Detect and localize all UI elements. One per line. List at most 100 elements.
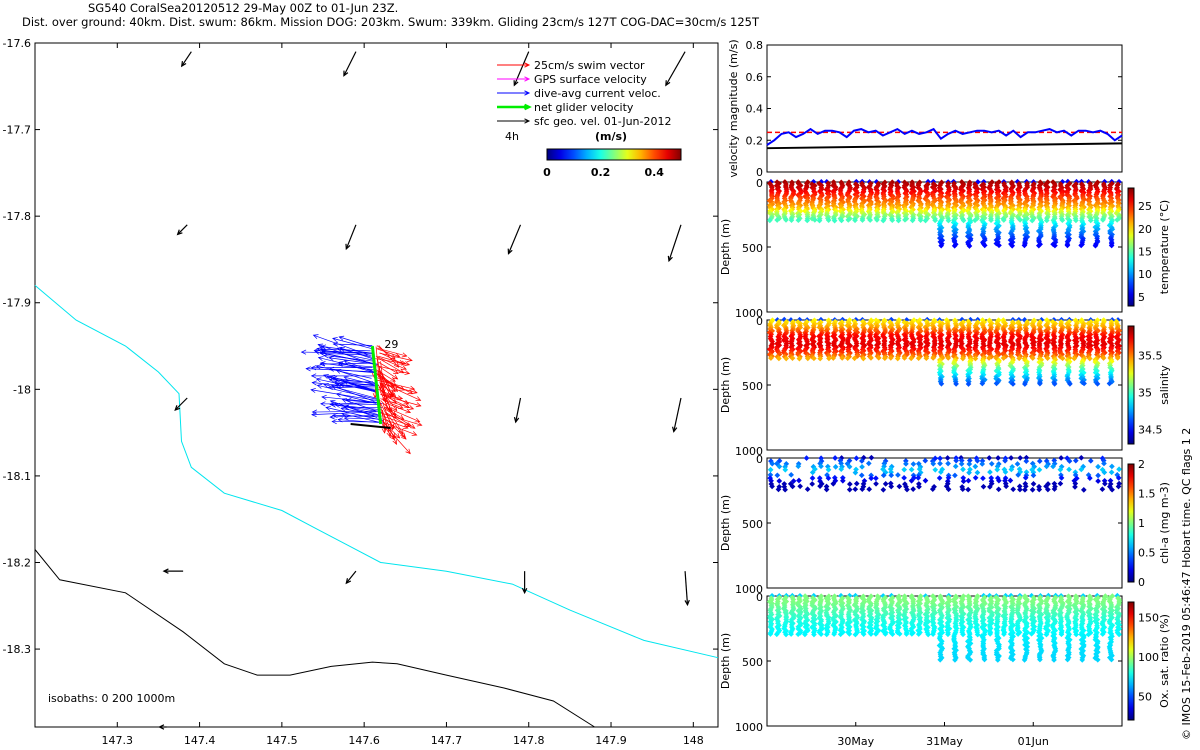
map-y-tick-label: -18 bbox=[13, 383, 31, 396]
dive-avg-current-arrow bbox=[312, 334, 371, 356]
dive-avg-current-arrow bbox=[338, 335, 373, 348]
temperature-colorbar-label: temperature (°C) bbox=[1158, 200, 1171, 294]
velocity-axes-box bbox=[766, 44, 1123, 173]
swim-vector-arrow bbox=[378, 362, 399, 375]
salinity-data-point bbox=[817, 355, 824, 362]
isobath-0m-line bbox=[34, 285, 719, 659]
temperature-data-point bbox=[845, 217, 852, 223]
legend-swatch bbox=[497, 118, 531, 124]
legend-swatch bbox=[497, 90, 531, 96]
isobath-label: isobaths: 0 200 1000m bbox=[48, 692, 175, 705]
chla-colorbar-tick-label: 1 bbox=[1138, 517, 1145, 530]
map-colorbar bbox=[546, 148, 682, 161]
map-x-tick-label: 147.7 bbox=[431, 734, 463, 747]
swim-vector-arrow bbox=[385, 426, 411, 455]
dive-avg-current-arrow bbox=[332, 337, 374, 350]
legend-label: 25cm/s swim vector bbox=[534, 59, 645, 72]
legend-swatch bbox=[497, 76, 531, 82]
dive-avg-current-arrow bbox=[343, 375, 377, 386]
temperature-data-point bbox=[766, 217, 773, 224]
depth-y-tick-label: 1000 bbox=[735, 307, 763, 320]
chla-colorbar bbox=[1127, 463, 1135, 583]
swim-vector-arrow bbox=[380, 398, 415, 410]
plot-title: SG540 CoralSea20120512 29-May 00Z to 01-… bbox=[88, 1, 399, 15]
dive-avg-current-arrow bbox=[341, 398, 384, 414]
time-x-tick-label: 30May bbox=[837, 735, 874, 748]
salinity-section-panel: 0 500 1000 Depth (m) 34.5 35 35.5 salinity bbox=[719, 315, 1171, 458]
map-y-tick-label: -17.9 bbox=[3, 297, 31, 310]
depth-y-tick-label: 1000 bbox=[735, 445, 763, 458]
temperature-data-point bbox=[917, 217, 924, 223]
dive-avg-current-arrow bbox=[331, 384, 375, 402]
dive-avg-current-arrow bbox=[325, 405, 384, 422]
swim-vector-arrow bbox=[382, 394, 422, 408]
temperature-data-point bbox=[831, 217, 838, 224]
dive-avg-current-arrow bbox=[335, 369, 377, 384]
geo-velocity-arrow bbox=[345, 570, 357, 585]
salinity-data-point bbox=[768, 355, 774, 361]
scale-label: 4h bbox=[505, 130, 519, 143]
depth-y-tick-label: 500 bbox=[742, 656, 763, 669]
geo-velocity-series bbox=[766, 142, 1123, 150]
legend-label: sfc geo. vel. 01-Jun-2012 bbox=[534, 115, 671, 128]
swim-vector-arrow bbox=[377, 379, 416, 391]
depth-y-tick-label: 500 bbox=[742, 380, 763, 393]
geo-velocity-arrow bbox=[521, 571, 528, 595]
dive-avg-current-arrow bbox=[339, 346, 373, 359]
geo-velocity-arrow bbox=[345, 224, 357, 251]
dac-velocity-series bbox=[766, 127, 1123, 146]
map-colorbar-tick-label: 0 bbox=[543, 166, 551, 179]
depth-y-tick-label: 500 bbox=[742, 242, 763, 255]
temperature-data-point bbox=[1021, 242, 1028, 249]
geo-velocity-arrow bbox=[343, 51, 357, 77]
temperature-data-point bbox=[812, 217, 818, 223]
colorbar-units-label: (m/s) bbox=[595, 130, 627, 143]
velocity-y-tick-label: 0.8 bbox=[746, 39, 764, 52]
temperature-data-point bbox=[972, 217, 978, 224]
geo-velocity-arrow bbox=[162, 568, 184, 574]
chla-colorbar-tick-label: 0 bbox=[1138, 576, 1145, 589]
velocity-y-tick-label: 0.4 bbox=[746, 103, 764, 116]
temperature-colorbar-tick-label: 25 bbox=[1138, 200, 1152, 213]
swim-vector-arrow bbox=[380, 394, 404, 401]
temperature-data-point bbox=[895, 217, 902, 224]
oxsat-colorbar-tick-label: 50 bbox=[1138, 690, 1152, 703]
temperature-data-point bbox=[1078, 242, 1084, 249]
temperature-section-panel: 0 500 1000 Depth (m) 5 10 15 20 25 temperature (°… bbox=[719, 177, 1171, 320]
geo-velocity-arrow bbox=[158, 724, 167, 730]
salinity-data-point bbox=[851, 355, 858, 362]
salinity-data-point bbox=[915, 355, 922, 362]
temperature-data-point bbox=[1108, 242, 1115, 249]
depth-y-tick-label: 0 bbox=[756, 453, 763, 466]
velocity-y-tick-label: 0.6 bbox=[746, 71, 764, 84]
temperature-data-point bbox=[902, 217, 908, 223]
salinity-data-point bbox=[811, 355, 817, 362]
depth-y-axis-label: Depth (m) bbox=[719, 219, 732, 275]
chla-colorbar-tick-label: 0.5 bbox=[1138, 547, 1156, 560]
dive-avg-current-arrow bbox=[329, 399, 378, 418]
salinity-colorbar bbox=[1127, 325, 1135, 445]
chla-colorbar-tick-label: 1.5 bbox=[1138, 488, 1156, 501]
salinity-data-point bbox=[908, 355, 914, 362]
legend-label: GPS surface velocity bbox=[534, 73, 647, 86]
depth-y-tick-label: 500 bbox=[742, 518, 763, 531]
dive-avg-current-arrow bbox=[321, 394, 378, 403]
track-line bbox=[350, 422, 391, 429]
depth-y-tick-label: 1000 bbox=[735, 721, 763, 734]
oxsat-section-panel: 0 500 1000 Depth (m) 50 100 150 Ox. sat. ratio … bbox=[719, 591, 1171, 734]
dive-avg-current-arrow bbox=[332, 412, 380, 418]
temperature-data-point bbox=[1009, 242, 1016, 249]
geo-velocity-arrow bbox=[667, 224, 682, 263]
credit-text: © IMOS 15-Feb-2019 05:46:47 Hobart time.… bbox=[1180, 428, 1193, 740]
temperature-colorbar-tick-label: 10 bbox=[1138, 268, 1152, 281]
geo-velocity-arrow bbox=[174, 397, 188, 411]
oxsat-colorbar-tick-label: 100 bbox=[1138, 651, 1159, 664]
map-y-tick-label: -18.2 bbox=[3, 556, 31, 569]
salinity-data-point bbox=[894, 355, 901, 362]
dive-avg-current-arrow bbox=[326, 375, 379, 392]
salinity-data-point bbox=[776, 355, 782, 362]
map-x-tick-label: 148 bbox=[683, 734, 704, 747]
salinity-data-point bbox=[844, 355, 851, 362]
salinity-data-point bbox=[789, 355, 796, 361]
temperature-data-point bbox=[1087, 217, 1094, 224]
